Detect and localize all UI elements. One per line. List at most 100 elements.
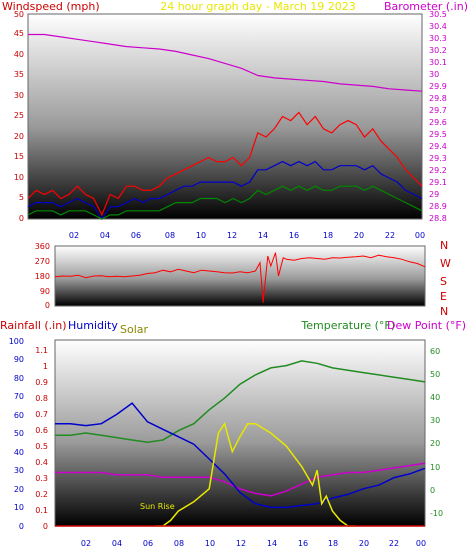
wind-gust-line xyxy=(27,111,423,217)
baro-y-tick: 30.2 xyxy=(429,46,447,55)
compass-label: N xyxy=(440,305,448,318)
rain-y-tick: 0.9 xyxy=(35,378,48,387)
dir-y-tick: 270 xyxy=(35,257,50,266)
temp-x-tick: 12 xyxy=(236,539,246,548)
dir-y-tick: 0 xyxy=(45,301,50,310)
baro-y-tick: 29.8 xyxy=(429,94,447,103)
dir-y-tick: 180 xyxy=(35,272,50,281)
wind-x-tick: 10 xyxy=(196,231,206,240)
rain-y-tick: 0.4 xyxy=(35,458,48,467)
rain-y-tick: 0.7 xyxy=(35,410,48,419)
rain-y-tick: 1.1 xyxy=(35,346,48,355)
temp-y-tick: 30 xyxy=(430,416,440,425)
temp-x-tick: 10 xyxy=(205,539,215,548)
temp-y-tick: 10 xyxy=(430,463,440,472)
rain-y-tick: 0.2 xyxy=(35,490,48,499)
wind-x-tick: 08 xyxy=(165,231,175,240)
rain-y-tick: 0.5 xyxy=(35,442,48,451)
dir-y-tick: 360 xyxy=(35,242,50,251)
rain-y-tick: 0 xyxy=(43,522,48,531)
dewpoint-axis-label: Dew Point (°F) xyxy=(387,319,466,332)
wind-y-tick: 20 xyxy=(14,132,24,141)
baro-y-tick: 29.3 xyxy=(429,154,447,163)
baro-y-tick: 29.5 xyxy=(429,130,447,139)
rainfall-axis-label: Rainfall (.in) xyxy=(0,319,67,332)
temp-y-tick: 20 xyxy=(430,439,440,448)
temp-x-tick: 20 xyxy=(359,539,369,548)
solar-line xyxy=(155,421,356,527)
wind-axis-label: Windspeed (mph) xyxy=(2,0,100,13)
baro-y-tick: 28.8 xyxy=(429,214,447,223)
wind-y-tick: 25 xyxy=(14,111,24,120)
temp-y-tick: 50 xyxy=(430,370,440,379)
compass-label: S xyxy=(440,275,447,288)
wind-x-tick: 04 xyxy=(100,231,110,240)
hum-y-tick: 80 xyxy=(14,374,24,383)
wind-y-ticks: 0 5 10 15 20 25 30 35 40 45 50 xyxy=(14,10,24,223)
rain-y-tick: 0.8 xyxy=(35,394,48,403)
temp-x-tick: 18 xyxy=(328,539,338,548)
hum-y-tick: 30 xyxy=(14,466,24,475)
hum-y-tick: 90 xyxy=(14,355,24,364)
rain-y-tick: 1 xyxy=(43,362,48,371)
temp-y-tick: 0 xyxy=(430,486,435,495)
hum-y-tick: 70 xyxy=(14,392,24,401)
wind-y-tick: 50 xyxy=(14,10,24,19)
wind-y-tick: 45 xyxy=(14,29,24,38)
humidity-line xyxy=(55,402,426,509)
wind-low-line xyxy=(27,185,423,220)
wind-y-tick: 15 xyxy=(14,152,24,161)
temperature-axis-label: Temperature (°F) xyxy=(300,319,395,332)
wind-x-tick: 18 xyxy=(323,231,333,240)
wind-x-tick: 06 xyxy=(131,231,141,240)
direction-plot-area xyxy=(54,245,426,307)
baro-y-tick: 29.1 xyxy=(429,178,447,187)
compass-label: N xyxy=(440,239,448,252)
rain-y-tick: 0.3 xyxy=(35,474,48,483)
baro-y-tick: 30 xyxy=(429,70,439,79)
baro-y-tick: 30.1 xyxy=(429,58,447,67)
hum-y-tick: 20 xyxy=(14,485,24,494)
wind-x-tick: 12 xyxy=(227,231,237,240)
hum-y-tick: 100 xyxy=(9,337,24,346)
baro-y-tick: 30.3 xyxy=(429,34,447,43)
humidity-y-ticks: 0 10 20 30 40 50 60 70 80 90 100 xyxy=(9,337,24,531)
humidity-axis-label: Humidity xyxy=(68,319,118,332)
barometer-axis-label: Barometer (.in) xyxy=(384,0,468,13)
baro-y-tick: 29.7 xyxy=(429,106,447,115)
temp-x-tick: 02 xyxy=(81,539,91,548)
baro-y-tick: 29.2 xyxy=(429,166,447,175)
chart-title: 24 hour graph day - March 19 2023 xyxy=(160,0,356,13)
compass-labels: N W S E N xyxy=(440,239,451,318)
wind-x-tick: 20 xyxy=(354,231,364,240)
dewpoint-line xyxy=(55,462,426,497)
rain-y-tick: 0.6 xyxy=(35,426,48,435)
wind-plot-area xyxy=(27,13,423,220)
baro-y-tick: 29.4 xyxy=(429,142,447,151)
temp-x-tick: 22 xyxy=(389,539,399,548)
temp-x-ticks: 02 04 06 08 10 12 14 16 18 20 22 00 xyxy=(81,539,426,548)
hum-y-tick: 50 xyxy=(14,429,24,438)
hum-y-tick: 40 xyxy=(14,448,24,457)
temp-x-tick: 06 xyxy=(143,539,153,548)
temp-x-tick: 00 xyxy=(416,539,426,548)
dir-y-tick: 90 xyxy=(40,287,50,296)
wind-x-tick: 02 xyxy=(69,231,79,240)
baro-y-tick: 29 xyxy=(429,190,439,199)
temp-plot-area xyxy=(54,339,426,527)
wind-x-tick: 14 xyxy=(258,231,268,240)
wind-x-tick: 22 xyxy=(385,231,395,240)
temp-x-tick: 14 xyxy=(267,539,277,548)
baro-y-tick: 28.9 xyxy=(429,202,447,211)
hum-y-tick: 0 xyxy=(19,522,24,531)
rain-y-tick: 0.1 xyxy=(35,506,48,515)
wind-average-line xyxy=(27,160,423,221)
baro-y-tick: 30.5 xyxy=(429,10,447,19)
wind-y-tick: 0 xyxy=(19,214,24,223)
baro-y-tick: 29.9 xyxy=(429,82,447,91)
temp-x-tick: 08 xyxy=(174,539,184,548)
direction-y-ticks: 0 90 180 270 360 xyxy=(35,242,50,310)
wind-y-tick: 35 xyxy=(14,70,24,79)
baro-y-tick: 30.4 xyxy=(429,22,447,31)
barometer-y-ticks: 28.8 28.9 29 29.1 29.2 29.3 29.4 29.5 29… xyxy=(429,10,447,223)
